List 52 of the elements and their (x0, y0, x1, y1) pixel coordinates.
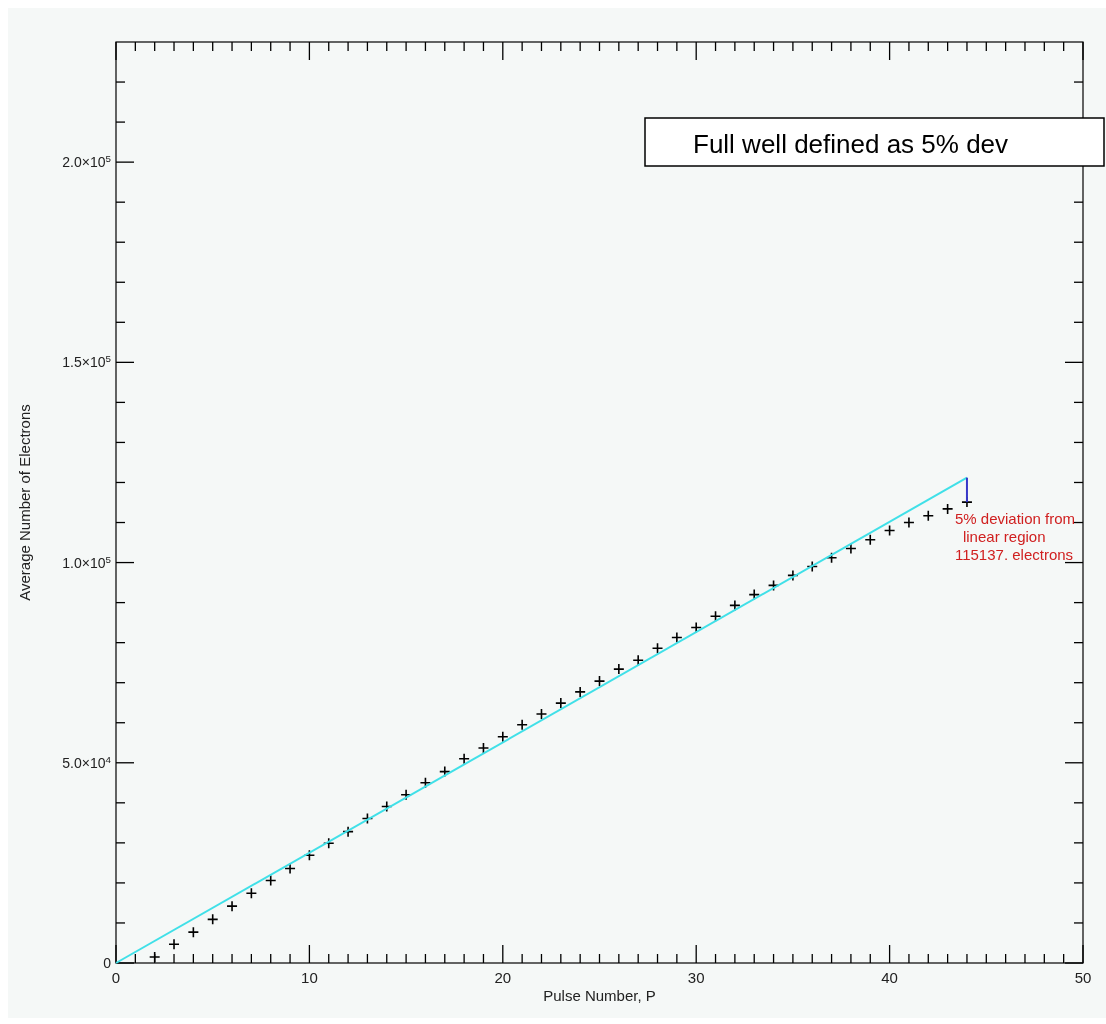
y-axis-title: Average Number of Electrons (16, 404, 33, 601)
x-axis-title: Pulse Number, P (543, 987, 656, 1004)
point (748, 588, 761, 601)
point (226, 900, 238, 912)
point (729, 599, 741, 612)
point (613, 663, 625, 675)
point (555, 697, 567, 709)
point (574, 686, 586, 698)
x-tick-label: 20 (494, 969, 512, 986)
point (342, 825, 354, 838)
point (438, 765, 451, 778)
point (690, 621, 702, 634)
point (709, 610, 722, 623)
point (593, 675, 606, 687)
y-tick-label: 1.0×10$^{5}$ (62, 553, 112, 571)
y-tick-label: 5.0×10$^{4}$ (62, 753, 112, 771)
point (806, 560, 819, 573)
point (400, 789, 412, 801)
point (284, 862, 296, 875)
point (458, 752, 470, 765)
x-tick-label: 40 (881, 969, 898, 986)
annotation: 5% deviation from linear region 115137. electrons (954, 510, 1076, 564)
y-tick-label: 1.5×10$^{5}$ (62, 352, 112, 371)
point (264, 874, 277, 887)
point (148, 951, 161, 963)
point (168, 938, 180, 950)
point (206, 913, 219, 926)
x-tick-label: 30 (687, 969, 705, 986)
point (535, 708, 548, 720)
point (322, 837, 335, 850)
point (922, 509, 935, 522)
point (303, 849, 316, 862)
point (845, 542, 857, 555)
x-tick-label: 10 (301, 969, 318, 986)
point (516, 718, 528, 731)
point (497, 730, 509, 743)
point (787, 569, 799, 582)
point (477, 742, 490, 754)
point (361, 812, 374, 825)
point (903, 516, 915, 529)
point (941, 503, 954, 515)
point (651, 642, 664, 655)
point (883, 524, 896, 537)
point (245, 887, 258, 900)
annotation: Full well defined as 5% dev (693, 129, 1009, 159)
point (825, 551, 838, 564)
y-tick-label: 0 (103, 955, 112, 971)
point (187, 926, 200, 938)
y-tick-label: 2.0×10$^{5}$ (62, 152, 112, 171)
x-tick-label: 50 (1074, 969, 1092, 986)
point (671, 631, 683, 644)
point (864, 533, 877, 546)
